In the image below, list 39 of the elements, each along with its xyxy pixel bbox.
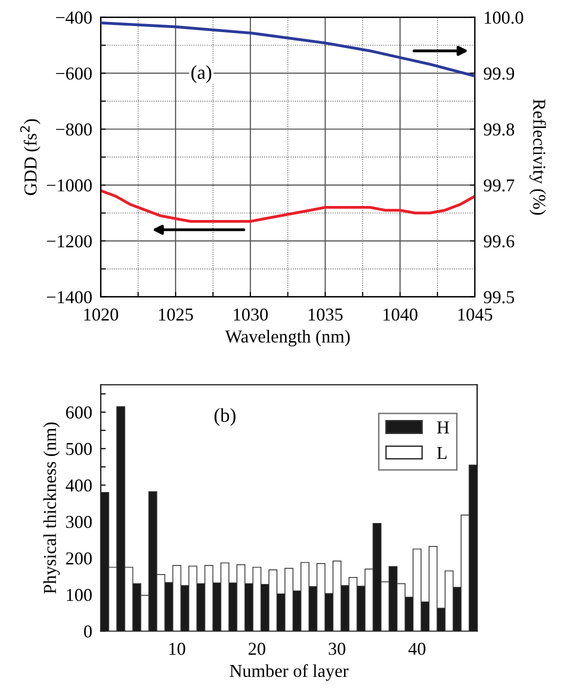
y-tick-label: −1400 [47,291,92,304]
y-tick-label: 500 [66,442,92,456]
y-axis-title: Physical thickness (nm) [43,422,60,594]
y2-tick-label: 99.9 [484,68,514,80]
y2-tick-label: 100.0 [484,12,524,24]
x-tick-label: 1020 [84,308,118,321]
annotation: (b) [214,408,236,426]
y2-tick-label: 99.7 [484,179,514,192]
y-axis-title: GDD (fs$^{2}$) [20,119,40,196]
y-tick-label: −1200 [47,235,92,248]
x-tick-label: 20 [248,642,266,655]
annotation: (a) [191,65,212,83]
x-tick-label: 1025 [159,308,193,321]
y2-axis-title: Reflectivity (%) [529,99,546,215]
line-series [100,189,475,223]
y-tick-label: 0 [84,625,92,638]
y-tick-label: −800 [56,123,92,136]
legend-label: H [437,422,450,434]
y-tick-label: −1000 [47,179,92,192]
x-tick-label: 30 [328,642,346,655]
x-axis-title: Number of layer [230,664,348,681]
x-tick-label: 40 [408,642,426,655]
y2-tick-label: 99.5 [484,291,514,304]
y2-tick-label: 99.6 [484,235,514,248]
y-tick-label: 200 [66,552,92,565]
y2-tick-label: 99.8 [484,123,514,136]
y-tick-label: 100 [66,588,92,602]
y-tick-label: −400 [56,12,92,24]
x-tick-label: 1030 [234,308,268,321]
y-tick-label: 600 [66,406,92,419]
x-axis-title: Wavelength (nm) [225,330,350,346]
y-tick-label: 300 [66,516,92,528]
y-tick-label: 400 [66,479,92,492]
x-tick-label: 1035 [308,308,343,321]
x-tick-label: 1045 [458,308,492,321]
legend-label: L [437,447,446,459]
x-tick-label: 1040 [384,308,418,321]
x-tick-label: 10 [169,642,186,655]
y-tick-label: −600 [56,67,92,80]
